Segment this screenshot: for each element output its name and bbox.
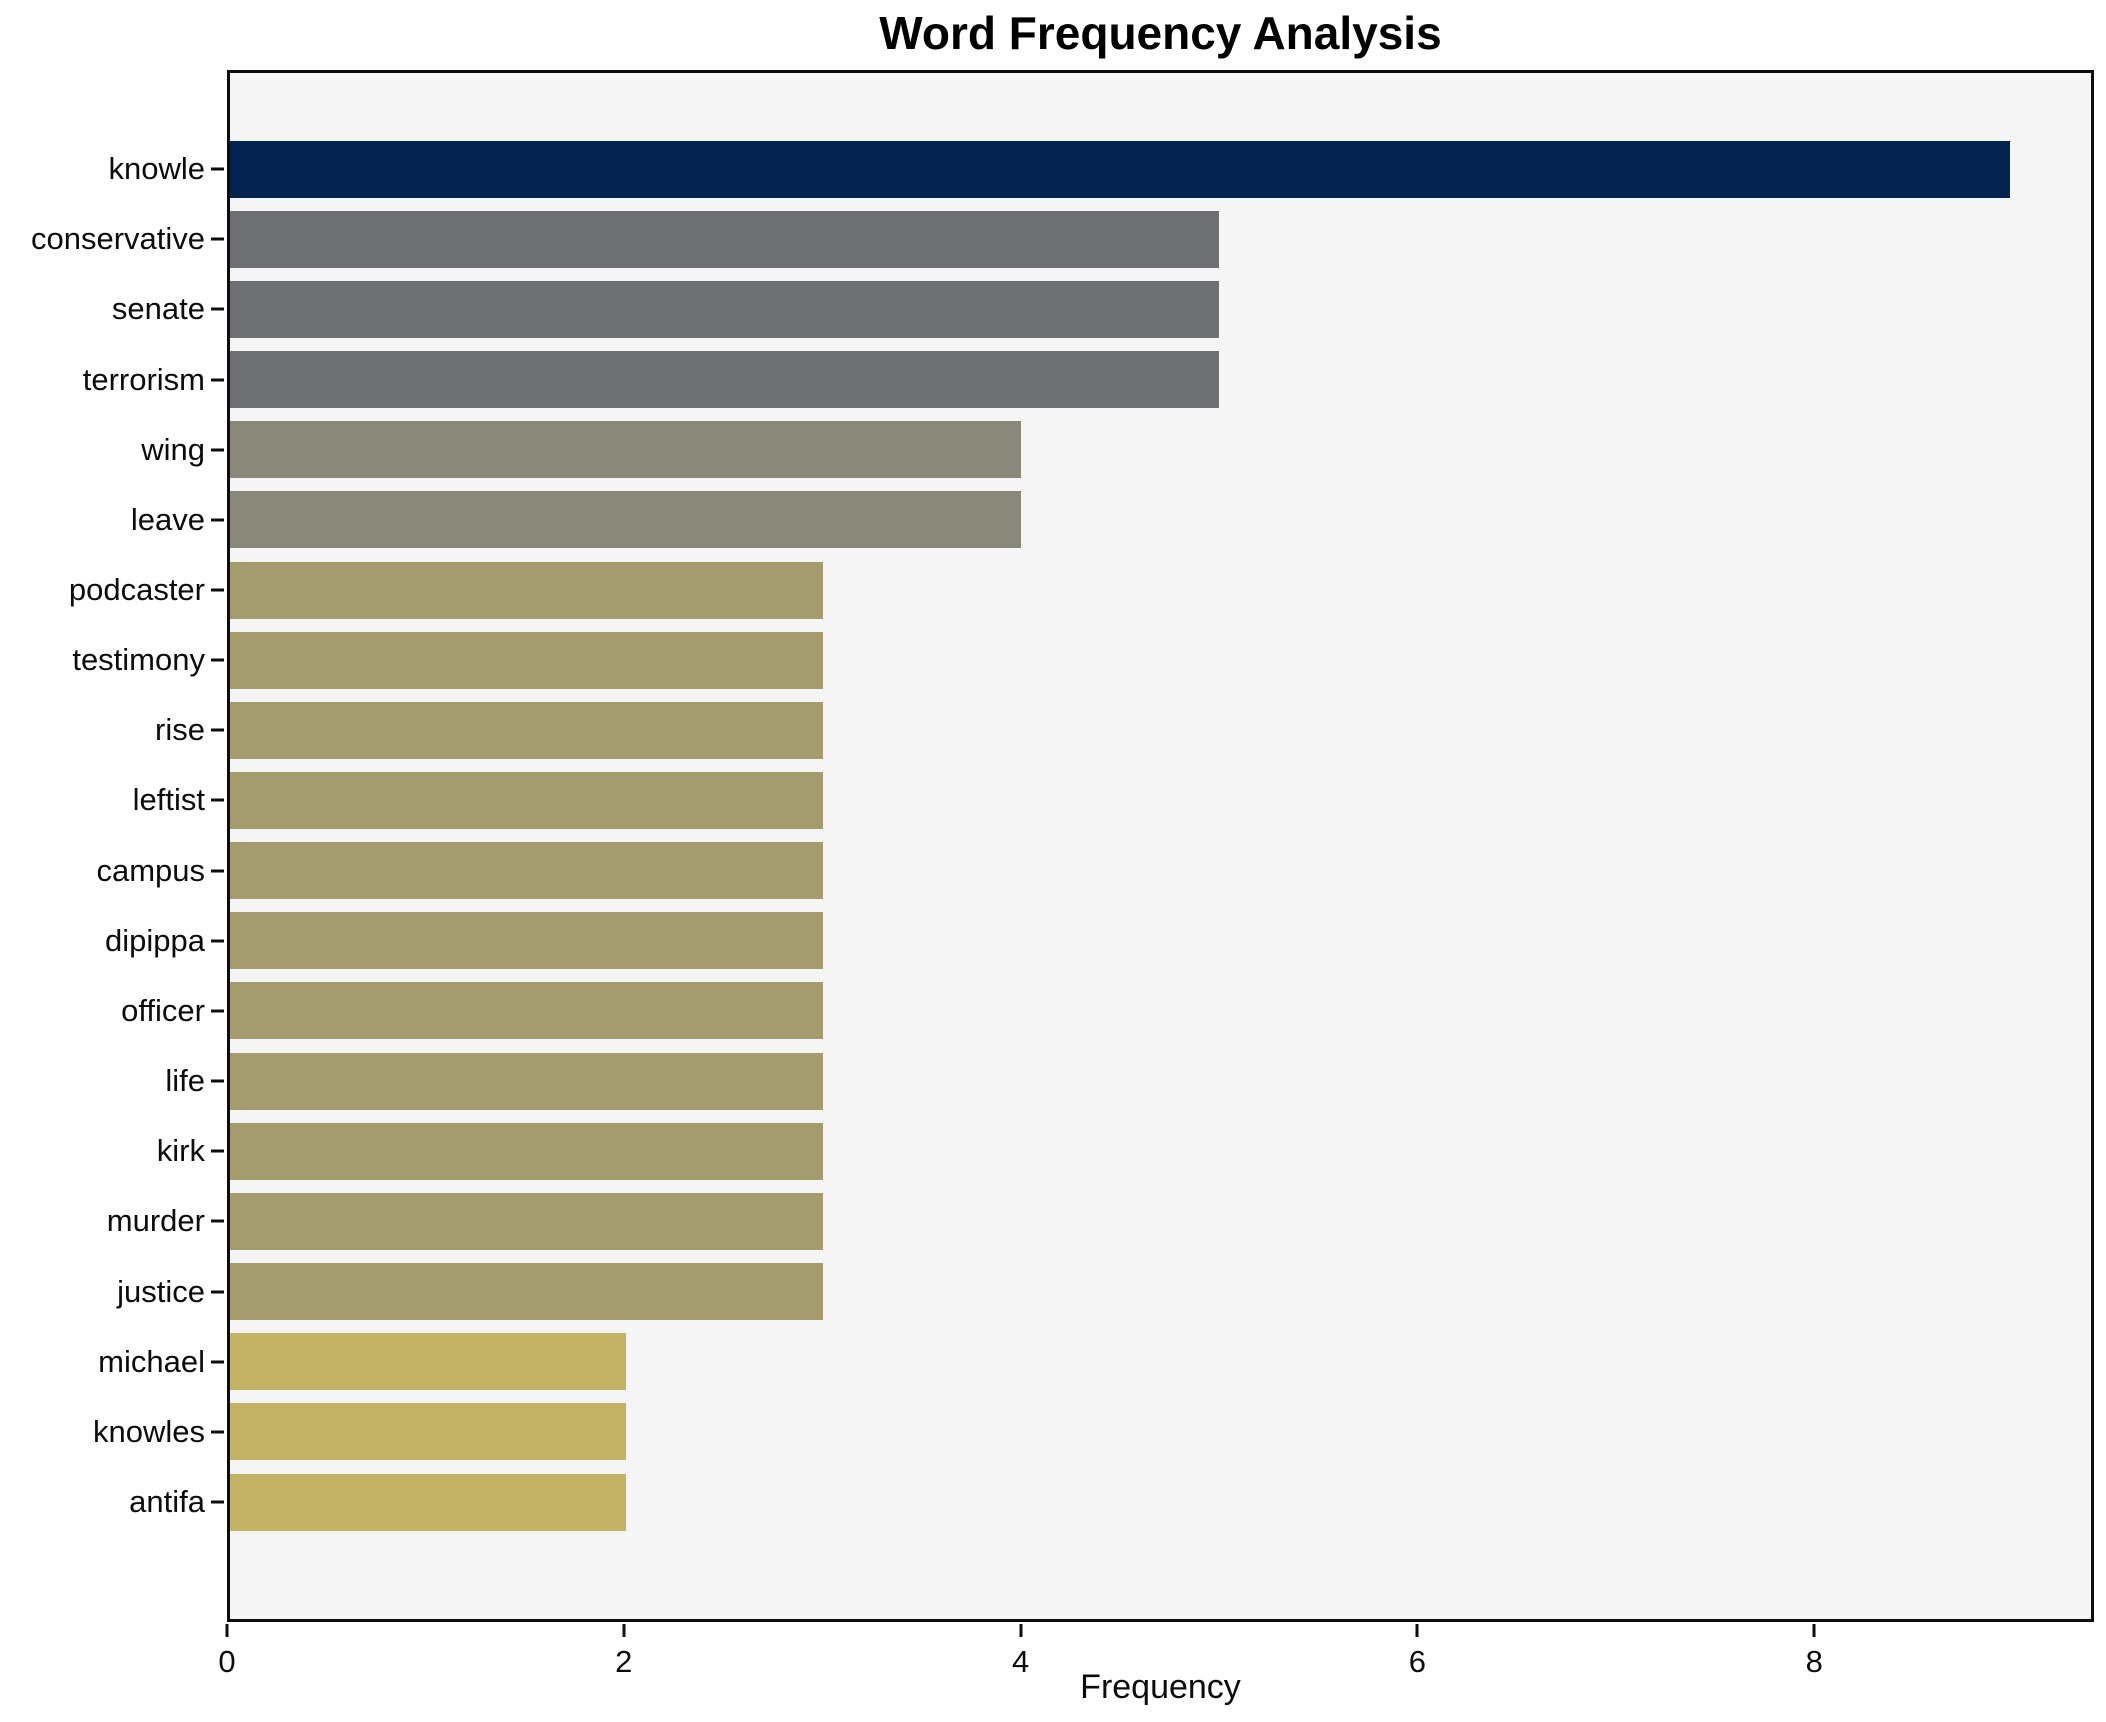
bar-row: knowle: [109, 134, 2091, 204]
chart-title: Word Frequency Analysis: [879, 7, 1442, 59]
y-axis-label: wing: [141, 431, 205, 467]
y-axis-label: podcaster: [68, 572, 205, 608]
plot-area: knowle conservative senate terrorism wing lea…: [31, 70, 2094, 1622]
y-axis-label: life: [165, 1063, 205, 1099]
x-tick-mark: [1019, 1624, 1023, 1637]
frequency-bar: [230, 982, 824, 1040]
x-tick-mark: [622, 1624, 626, 1637]
frequency-bar: [230, 631, 824, 689]
frequency-bar: [230, 351, 1219, 409]
frequency-bar: [230, 1333, 626, 1391]
y-axis-label: kirk: [156, 1133, 205, 1169]
y-tick-mark: [211, 1079, 224, 1083]
x-tick-mark: [1812, 1624, 1816, 1637]
frequency-bar: [230, 280, 1219, 338]
y-tick-mark: [211, 1009, 224, 1013]
frequency-bar: [230, 210, 1219, 268]
y-tick-mark: [211, 518, 224, 522]
y-tick-mark: [211, 798, 224, 802]
x-tick-label: 4: [1011, 1644, 1030, 1679]
y-axis-label: michael: [98, 1343, 205, 1379]
x-tick-label: 0: [218, 1644, 236, 1679]
bar-row: campus: [96, 836, 2091, 906]
frequency-bar: [230, 1263, 824, 1321]
bar-row: justice: [117, 1257, 2091, 1327]
y-tick-mark: [211, 1219, 224, 1223]
x-axis-title: Frequency: [1080, 1668, 1241, 1706]
y-axis-label: antifa: [129, 1484, 205, 1520]
bar-row: rise: [155, 695, 2091, 765]
frequency-bar: [230, 1122, 824, 1180]
bar-row: senate: [112, 274, 2091, 344]
y-axis-label: rise: [155, 712, 205, 748]
bar-row: podcaster: [69, 555, 2091, 625]
bar-row: kirk: [157, 1116, 2091, 1186]
y-tick-mark: [211, 448, 224, 452]
frequency-bar: [230, 1052, 824, 1110]
x-tick-mark: [1415, 1624, 1419, 1637]
bar-row: life: [165, 1046, 2091, 1116]
y-axis-label: leave: [130, 501, 205, 537]
y-axis-label: dipippa: [105, 922, 205, 958]
y-tick-mark: [211, 1290, 224, 1294]
bar-row: testimony: [72, 625, 2091, 695]
frequency-bar: [230, 1192, 824, 1250]
y-tick-mark: [211, 658, 224, 662]
y-axis-label: senate: [111, 291, 205, 327]
x-tick-label: 2: [615, 1644, 633, 1679]
x-tick-label: 6: [1408, 1644, 1427, 1679]
y-tick-mark: [211, 1149, 224, 1153]
frequency-bar: [230, 421, 1022, 479]
y-axis-label: leftist: [132, 782, 205, 818]
bar-row: leave: [131, 485, 2091, 555]
bar-row: terrorism: [83, 344, 2091, 414]
y-tick-mark: [211, 1360, 224, 1364]
bar-row: antifa: [129, 1467, 2091, 1537]
y-tick-mark: [211, 1430, 224, 1434]
y-tick-mark: [211, 378, 224, 382]
y-axis-label: knowles: [93, 1413, 205, 1449]
y-tick-mark: [211, 1500, 224, 1504]
frequency-bar: [230, 491, 1022, 549]
y-axis-label: officer: [121, 992, 205, 1028]
frequency-bar: [230, 842, 824, 900]
x-tick-label: 8: [1805, 1644, 1823, 1679]
frequency-bar: [230, 1403, 626, 1461]
frequency-bar: [230, 1473, 626, 1531]
bars-container: knowle conservative senate terrorism wing lea…: [31, 134, 2091, 1537]
bar-row: murder: [107, 1186, 2091, 1256]
y-axis-label: knowle: [108, 151, 206, 187]
y-axis-label: campus: [96, 852, 205, 888]
bar-row: knowles: [93, 1397, 2091, 1467]
y-tick-mark: [211, 307, 224, 311]
x-tick-mark: [225, 1624, 229, 1637]
y-tick-mark: [211, 728, 224, 732]
bar-row: leftist: [133, 765, 2091, 835]
y-tick-mark: [211, 167, 224, 171]
y-tick-mark: [211, 237, 224, 241]
bar-row: dipippa: [105, 906, 2091, 976]
bar-row: wing: [141, 415, 2091, 485]
frequency-bar: [230, 140, 2010, 198]
bar-row: officer: [121, 976, 2091, 1046]
y-axis-label: conservative: [30, 221, 205, 257]
y-tick-mark: [211, 939, 224, 943]
y-axis-label: justice: [117, 1273, 205, 1309]
bar-row: conservative: [31, 204, 2091, 274]
y-axis-label: testimony: [72, 642, 205, 678]
frequency-bar: [230, 701, 824, 759]
y-axis-label: terrorism: [82, 361, 205, 397]
frequency-bar: [230, 561, 824, 619]
frequency-bar: [230, 771, 824, 829]
y-axis-label: murder: [106, 1203, 205, 1239]
frequency-bar: [230, 912, 824, 970]
bar-row: michael: [98, 1327, 2091, 1397]
y-tick-mark: [211, 588, 224, 592]
y-tick-mark: [211, 869, 224, 873]
